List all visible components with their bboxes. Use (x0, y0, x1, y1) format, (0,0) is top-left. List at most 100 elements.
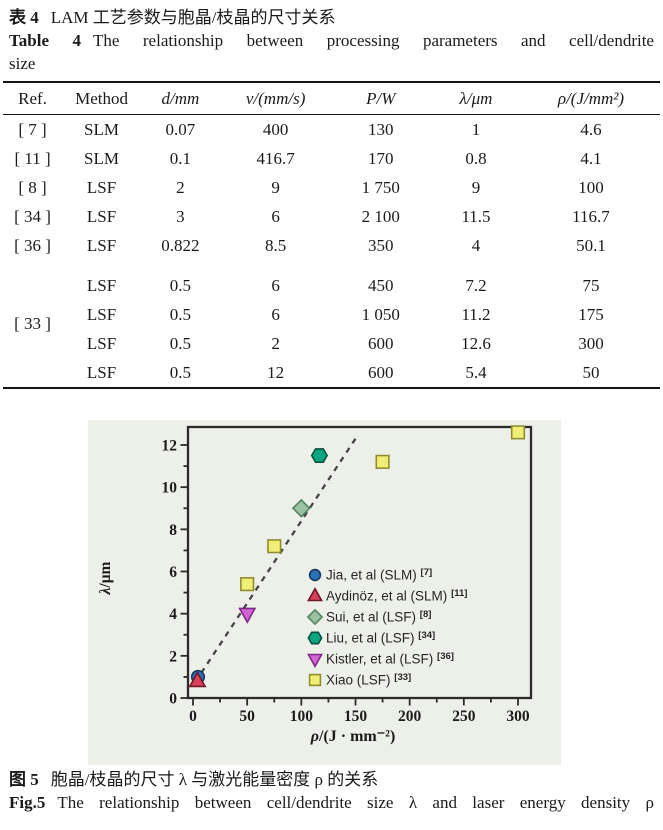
table-cell: 0.07 (165, 119, 196, 139)
column-header: Method (62, 82, 141, 115)
trend-line (194, 438, 357, 683)
table-cell: 12.6 (461, 333, 491, 353)
table-row: LSF 0.5 2 600 12.6 300 (3, 329, 660, 358)
column-header: ρ/(J/mm²) (521, 82, 660, 115)
y-tick-label: 6 (169, 564, 177, 581)
legend-label: Xiao (LSF) [33] (326, 672, 411, 688)
legend-entry: Aydinöz, et al (SLM) [11] (307, 587, 467, 604)
data-point-marker (307, 587, 323, 602)
legend-entry: Jia, et al (SLM) [7] (308, 567, 432, 583)
table-cell: 116.7 (572, 206, 610, 226)
figure-caption-cn-label: 图 5 (9, 770, 39, 789)
table-cell: 600 (367, 333, 394, 353)
table-body: [ 7 ] SLM 0.07 400 130 1 4.6 [ 11 ] SLM 0.1 416.7 1… (3, 115, 660, 389)
table-row: [ 7 ] SLM 0.07 400 130 1 4.6 (3, 115, 660, 145)
x-axis-label: ρ/(J · mm⁻²) (310, 728, 396, 745)
table-cell: LSF (86, 177, 117, 197)
x-tick-label: 250 (452, 708, 476, 725)
table-cell: 350 (367, 235, 394, 255)
table-cell: 0.8 (465, 148, 487, 168)
x-tick-label: 150 (344, 708, 368, 725)
table-caption-en-text: The relationship between processing para… (92, 31, 654, 50)
table-cell: 4.6 (580, 119, 602, 139)
x-tick-label: 300 (506, 708, 530, 725)
table-row: [ 34 ] LSF 3 6 2 100 11.5 116.7 (3, 202, 660, 231)
data-point-marker (375, 454, 390, 469)
legend-entry: Sui, et al (LSF) [8] (306, 608, 431, 626)
table-cell: 6 (271, 206, 280, 226)
figure-caption-cn-text: 胞晶/枝晶的尺寸 λ 与激光能量密度 ρ 的关系 (50, 770, 379, 789)
table-cell: 8.5 (265, 235, 287, 255)
table-cell: 0.5 (169, 304, 191, 324)
table-cell: [ 11 ] (14, 148, 51, 168)
table-cell: 4.1 (580, 148, 602, 168)
data-point-marker (291, 498, 311, 518)
axis-ticks (180, 444, 519, 706)
table-cell: 1 750 (361, 177, 400, 197)
table-caption-cn: 表 4 LAM 工艺参数与胞晶/枝晶的尺寸关系 (3, 6, 660, 29)
table-cell: 130 (367, 119, 394, 139)
table-cell: LSF (86, 362, 117, 382)
table-cell: 5.4 (465, 362, 487, 382)
table-cell: 9 (471, 177, 481, 197)
legend-entry: Liu, et al (LSF) [34] (307, 630, 435, 646)
table-caption-cn-text: LAM 工艺参数与胞晶/枝晶的尺寸关系 (50, 8, 336, 27)
table-cell: 0.1 (169, 148, 191, 168)
legend-label: Liu, et al (LSF) [34] (326, 630, 435, 646)
column-header: λ/μm (430, 82, 522, 115)
y-tick-label: 12 (162, 438, 178, 455)
figure-panel: 0 50 100 150 200 250 300 0 2 4 6 8 10 12 ρ/(J · mm⁻²) λ… (88, 420, 561, 765)
table-cell: 7.2 (465, 275, 487, 295)
chart-legend: Jia, et al (SLM) [7] Aydinöz, et al (SLM)… (306, 567, 467, 688)
table-cell: SLM (84, 119, 120, 139)
column-header: P/W (331, 82, 431, 115)
table-cell: 0.5 (169, 362, 191, 382)
table-cell: 170 (367, 148, 394, 168)
table-cell: 416.7 (256, 148, 295, 168)
table-caption-en-line2: size (9, 54, 36, 73)
table-cell: 400 (262, 119, 289, 139)
table-header: Ref. Method d/mm v/(mm/s) P/W λ/μm ρ/(J/mm²) (3, 82, 660, 115)
table-cell: LSF (86, 275, 117, 295)
data-point-marker (238, 607, 257, 624)
table-row: LSF 0.5 6 1 050 11.2 175 (3, 300, 660, 329)
table-cell: LSF (86, 333, 117, 353)
table-cell: 3 (176, 206, 185, 226)
data-point-marker (307, 631, 323, 645)
table-row: [ 11 ] SLM 0.1 416.7 170 0.8 4.1 (3, 144, 660, 173)
legend-label: Aydinöz, et al (SLM) [11] (326, 588, 467, 604)
figure-caption-en: Fig.5 The relationship between cell/dendr… (3, 791, 660, 814)
data-point-marker (510, 425, 526, 440)
table-cell: 600 (367, 362, 394, 382)
table-row: [ 36 ] LSF 0.822 8.5 350 4 50.1 (3, 231, 660, 260)
table-cell: 6 (271, 304, 280, 324)
y-tick-label: 8 (169, 522, 177, 539)
table-cell: 2 (176, 177, 185, 197)
figure-caption-en-label: Fig.5 (9, 793, 46, 812)
table-cell: 75 (582, 275, 600, 295)
table-row: LSF 0.5 12 600 5.4 50 (3, 358, 660, 388)
legend-entry: Kistler, et al (LSF) [36] (307, 651, 454, 668)
y-tick-label: 10 (162, 480, 178, 497)
parameters-table: Ref. Method d/mm v/(mm/s) P/W λ/μm ρ/(J/mm²) [… (3, 81, 660, 389)
legend-entry: Xiao (LSF) [33] (308, 672, 411, 688)
x-tick-label: 0 (189, 708, 197, 725)
x-tick-label: 200 (398, 708, 422, 725)
table-cell: 50 (582, 362, 600, 382)
data-point-marker (307, 653, 323, 668)
data-points (188, 425, 526, 688)
table-cell: 450 (367, 275, 394, 295)
column-header: Ref. (3, 82, 63, 115)
data-point-marker (240, 577, 255, 592)
table-cell: LSF (86, 235, 117, 255)
table-cell: 100 (578, 177, 604, 197)
legend-label: Jia, et al (SLM) [7] (326, 567, 432, 583)
table-cell: [ 36 ] (14, 235, 51, 255)
table-caption-en-label: Table 4 (9, 31, 81, 50)
table-caption-cn-label: 表 4 (9, 8, 39, 27)
table-row: [ 8 ] LSF 2 9 1 750 9 100 (3, 173, 660, 202)
chart-frame (186, 425, 533, 700)
y-tick-label: 2 (169, 648, 177, 665)
table-cell: 0.5 (169, 275, 191, 295)
